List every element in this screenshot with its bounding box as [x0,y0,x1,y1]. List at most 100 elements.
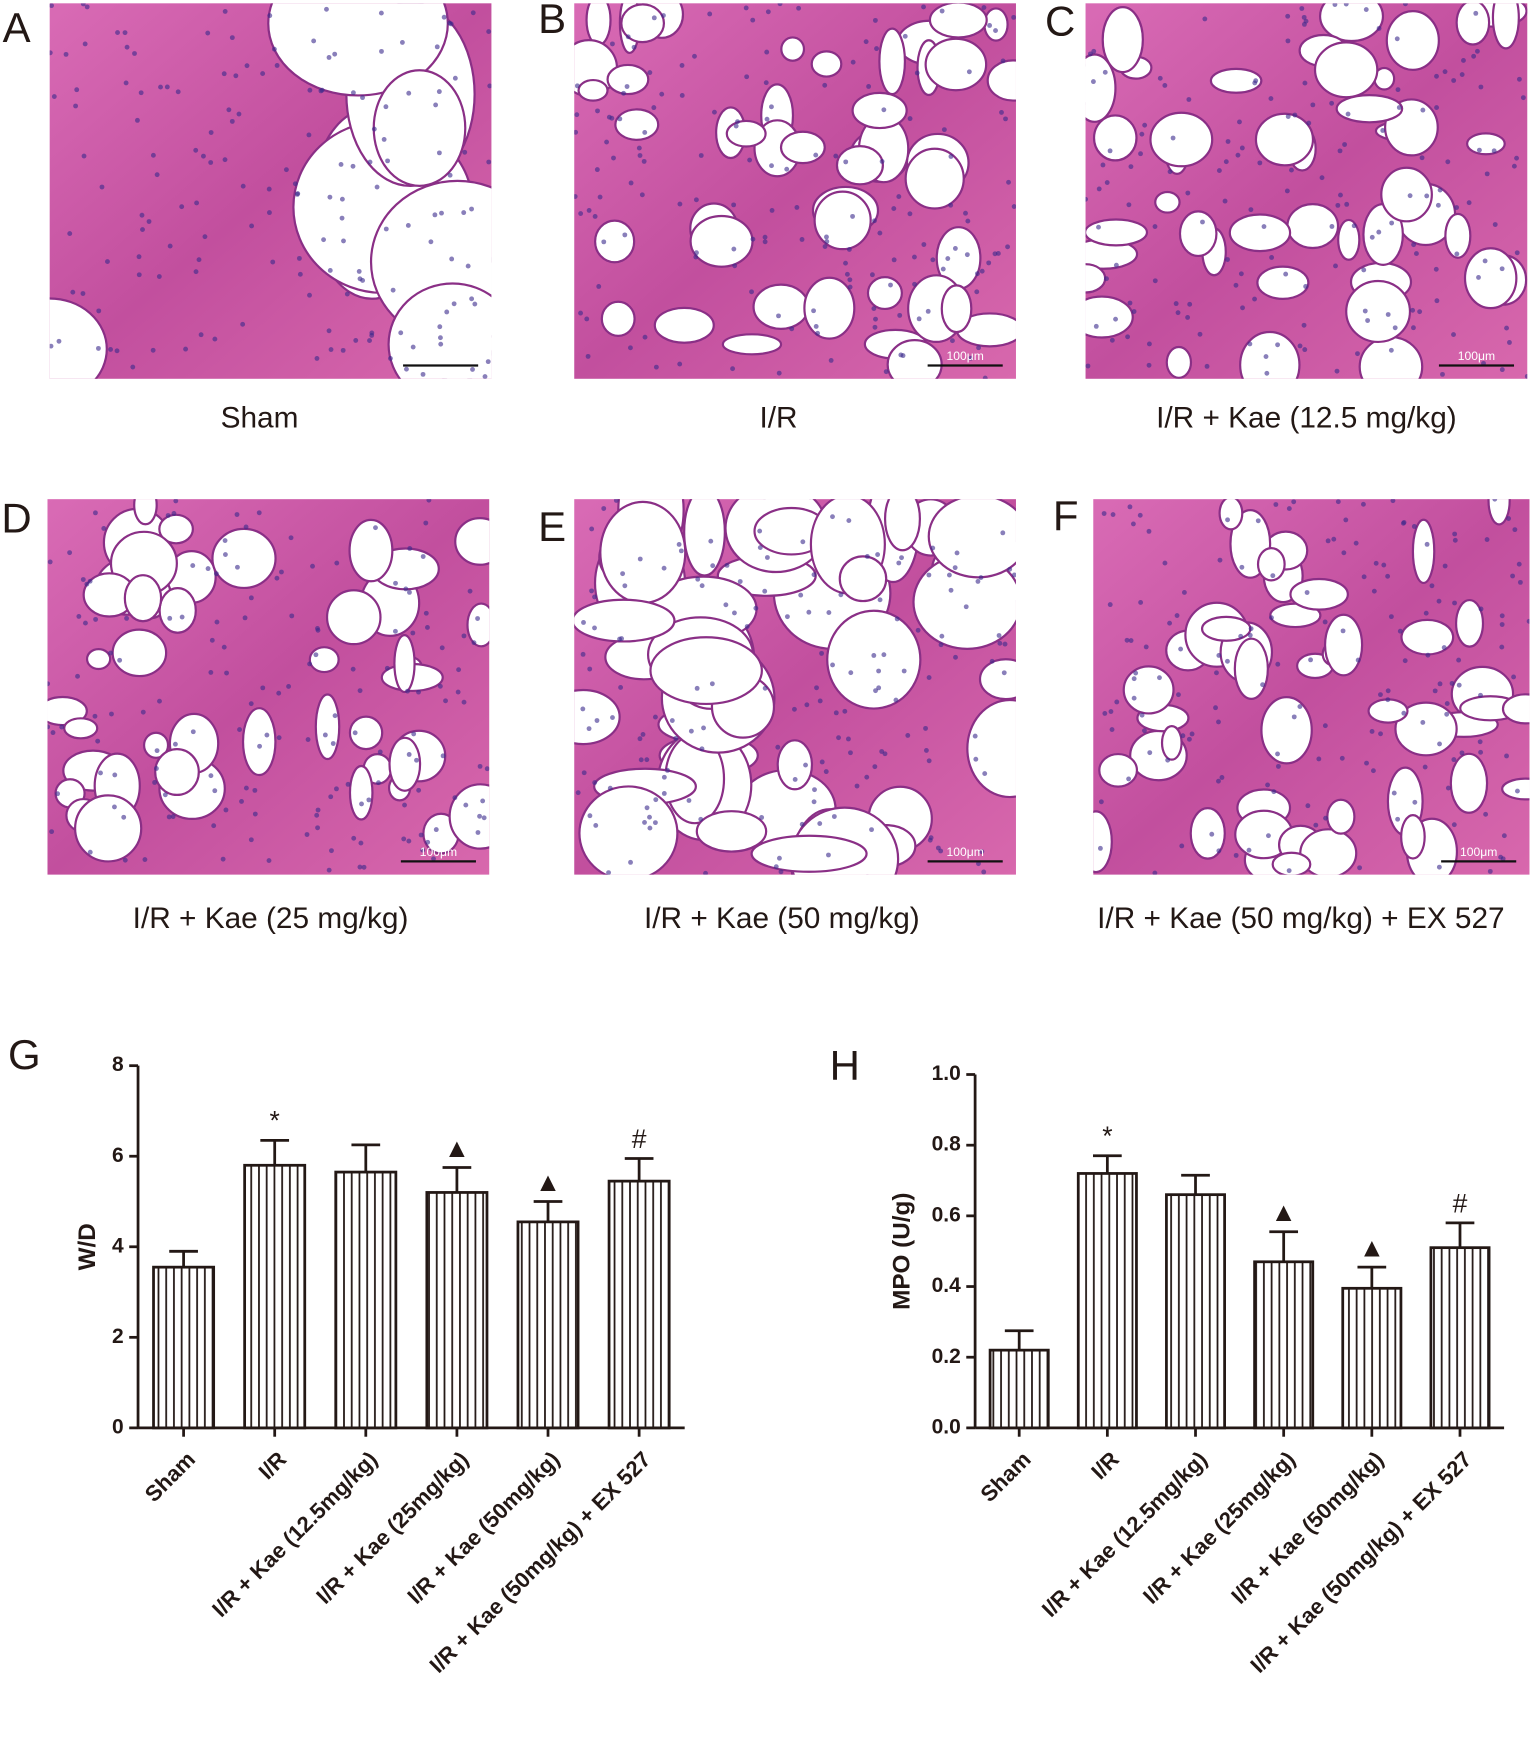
nucleus [175,89,181,95]
nucleus [624,84,630,89]
nucleus [1343,517,1349,523]
nucleus [1216,653,1222,658]
nucleus [81,153,87,159]
nucleus [288,535,294,541]
nucleus [252,811,258,817]
error-bar [351,1143,381,1173]
nucleus [274,63,280,68]
nucleus [640,731,646,737]
nucleus [1101,511,1107,516]
nucleus [1131,309,1137,314]
nucleus [926,572,932,578]
nucleus [461,210,467,216]
y-tick-label: 4 [112,1234,124,1257]
nucleus [1301,14,1307,20]
nucleus [610,41,615,47]
nucleus [1344,201,1350,207]
nucleus [1385,573,1391,579]
nucleus [109,711,114,717]
nucleus [1395,816,1401,822]
nucleus [1445,785,1451,791]
nucleus [850,59,856,65]
nucleus [1240,305,1245,311]
nucleus [142,857,148,862]
nucleus [315,807,321,813]
nucleus [485,359,491,365]
nucleus [584,316,590,322]
nucleus [806,609,812,615]
nucleus [220,856,226,862]
nucleus [328,347,334,352]
nucleus [824,234,829,240]
nucleus [357,276,363,282]
nucleus [1487,868,1493,874]
nucleus [1343,3,1349,7]
nucleus [927,837,933,843]
nucleus [688,728,694,734]
nucleus [916,316,922,322]
nucleus [586,207,592,213]
alveolus [1454,598,1485,648]
nucleus [762,685,768,691]
nucleus [1152,870,1158,875]
bar [607,1179,671,1430]
nucleus [240,183,246,189]
bar [334,1170,398,1430]
nucleus [661,774,667,780]
histology-image [1085,3,1528,379]
nucleus [344,291,350,297]
nucleus [1335,499,1341,505]
nucleus [1107,602,1113,608]
panel-caption: I/R + Kae (50 mg/kg) + EX 527 [1097,902,1504,935]
alveolus [1337,218,1361,261]
nucleus [1007,566,1013,572]
nucleus [467,588,473,594]
nucleus [1104,180,1110,185]
y-tick-label: 8 [112,1053,124,1076]
nucleus [1373,560,1379,566]
nucleus [1363,7,1369,12]
nucleus [1302,347,1308,353]
nucleus [486,159,492,165]
nucleus [594,167,600,173]
nucleus [587,666,593,672]
nucleus [1285,13,1291,19]
nucleus [644,757,650,763]
nucleus [1216,168,1222,174]
nucleus [652,820,658,826]
nucleus [1110,512,1116,517]
nucleus [842,708,848,714]
nucleus [823,769,829,775]
scale-bar-label: 100μm [947,349,984,363]
nucleus [676,542,682,547]
nucleus [1397,628,1403,634]
nucleus [1222,198,1228,204]
alveolus [689,214,754,268]
nucleus [326,55,332,60]
nucleus [879,159,885,164]
nucleus [1511,674,1517,680]
nucleus [631,44,637,50]
alveolus [826,609,922,710]
nucleus [843,260,848,266]
nucleus [1113,262,1119,268]
nucleus [1422,764,1428,770]
nucleus [1401,710,1407,716]
nucleus [965,218,971,224]
alveolus [878,27,907,96]
nucleus [610,715,615,720]
nucleus [1285,114,1291,119]
nucleus [406,752,412,757]
nucleus [939,8,945,14]
nucleus [1239,564,1245,570]
nucleus [472,301,478,307]
nucleus [954,550,960,556]
nucleus [637,153,643,158]
alveolus [1491,3,1520,50]
panel-letter: E [538,503,566,550]
alveolus [133,499,158,526]
nucleus [105,259,110,265]
nucleus [329,848,334,854]
nucleus [361,864,367,870]
